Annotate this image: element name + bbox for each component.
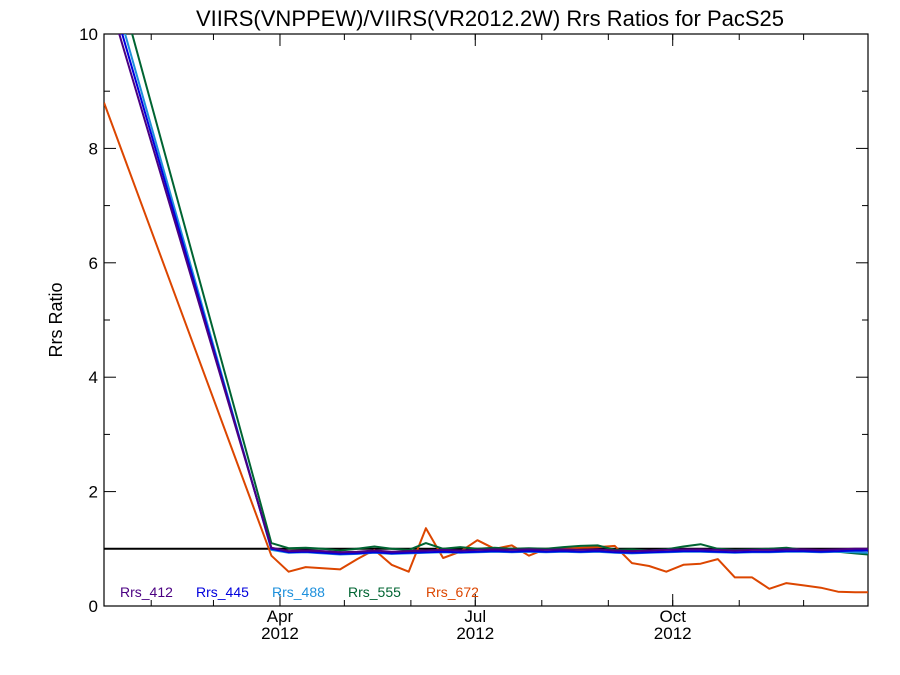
- y-axis-label: Rrs Ratio: [46, 282, 66, 357]
- y-tick-label: 2: [89, 483, 98, 502]
- y-tick-label: 8: [89, 139, 98, 158]
- x-tick-label-year: 2012: [261, 624, 299, 643]
- x-tick-label-year: 2012: [456, 624, 494, 643]
- x-tick-label-month: Oct: [659, 607, 686, 626]
- x-tick-label-month: Apr: [267, 607, 294, 626]
- legend-entry-rrs-555: Rrs_555: [348, 584, 401, 600]
- x-tick-label-month: Jul: [464, 607, 486, 626]
- y-tick-label: 0: [89, 597, 98, 616]
- series-line-rrs-412: [118, 34, 868, 554]
- y-tick-label: 10: [79, 25, 98, 44]
- series-line-rrs-555: [131, 34, 868, 556]
- legend-entry-rrs-672: Rrs_672: [426, 584, 479, 600]
- legend-entry-rrs-488: Rrs_488: [272, 584, 325, 600]
- chart-title: VIIRS(VNPPEW)/VIIRS(VR2012.2W) Rrs Ratio…: [196, 6, 784, 31]
- legend-entry-rrs-412: Rrs_412: [120, 584, 173, 600]
- legend-entry-rrs-445: Rrs_445: [196, 584, 249, 600]
- x-tick-label-year: 2012: [654, 624, 692, 643]
- plot-frame: [103, 33, 869, 607]
- series-line-rrs-445: [121, 34, 868, 555]
- y-tick-label: 4: [89, 368, 98, 387]
- y-tick-label: 6: [89, 254, 98, 273]
- series-line-rrs-488: [124, 34, 868, 556]
